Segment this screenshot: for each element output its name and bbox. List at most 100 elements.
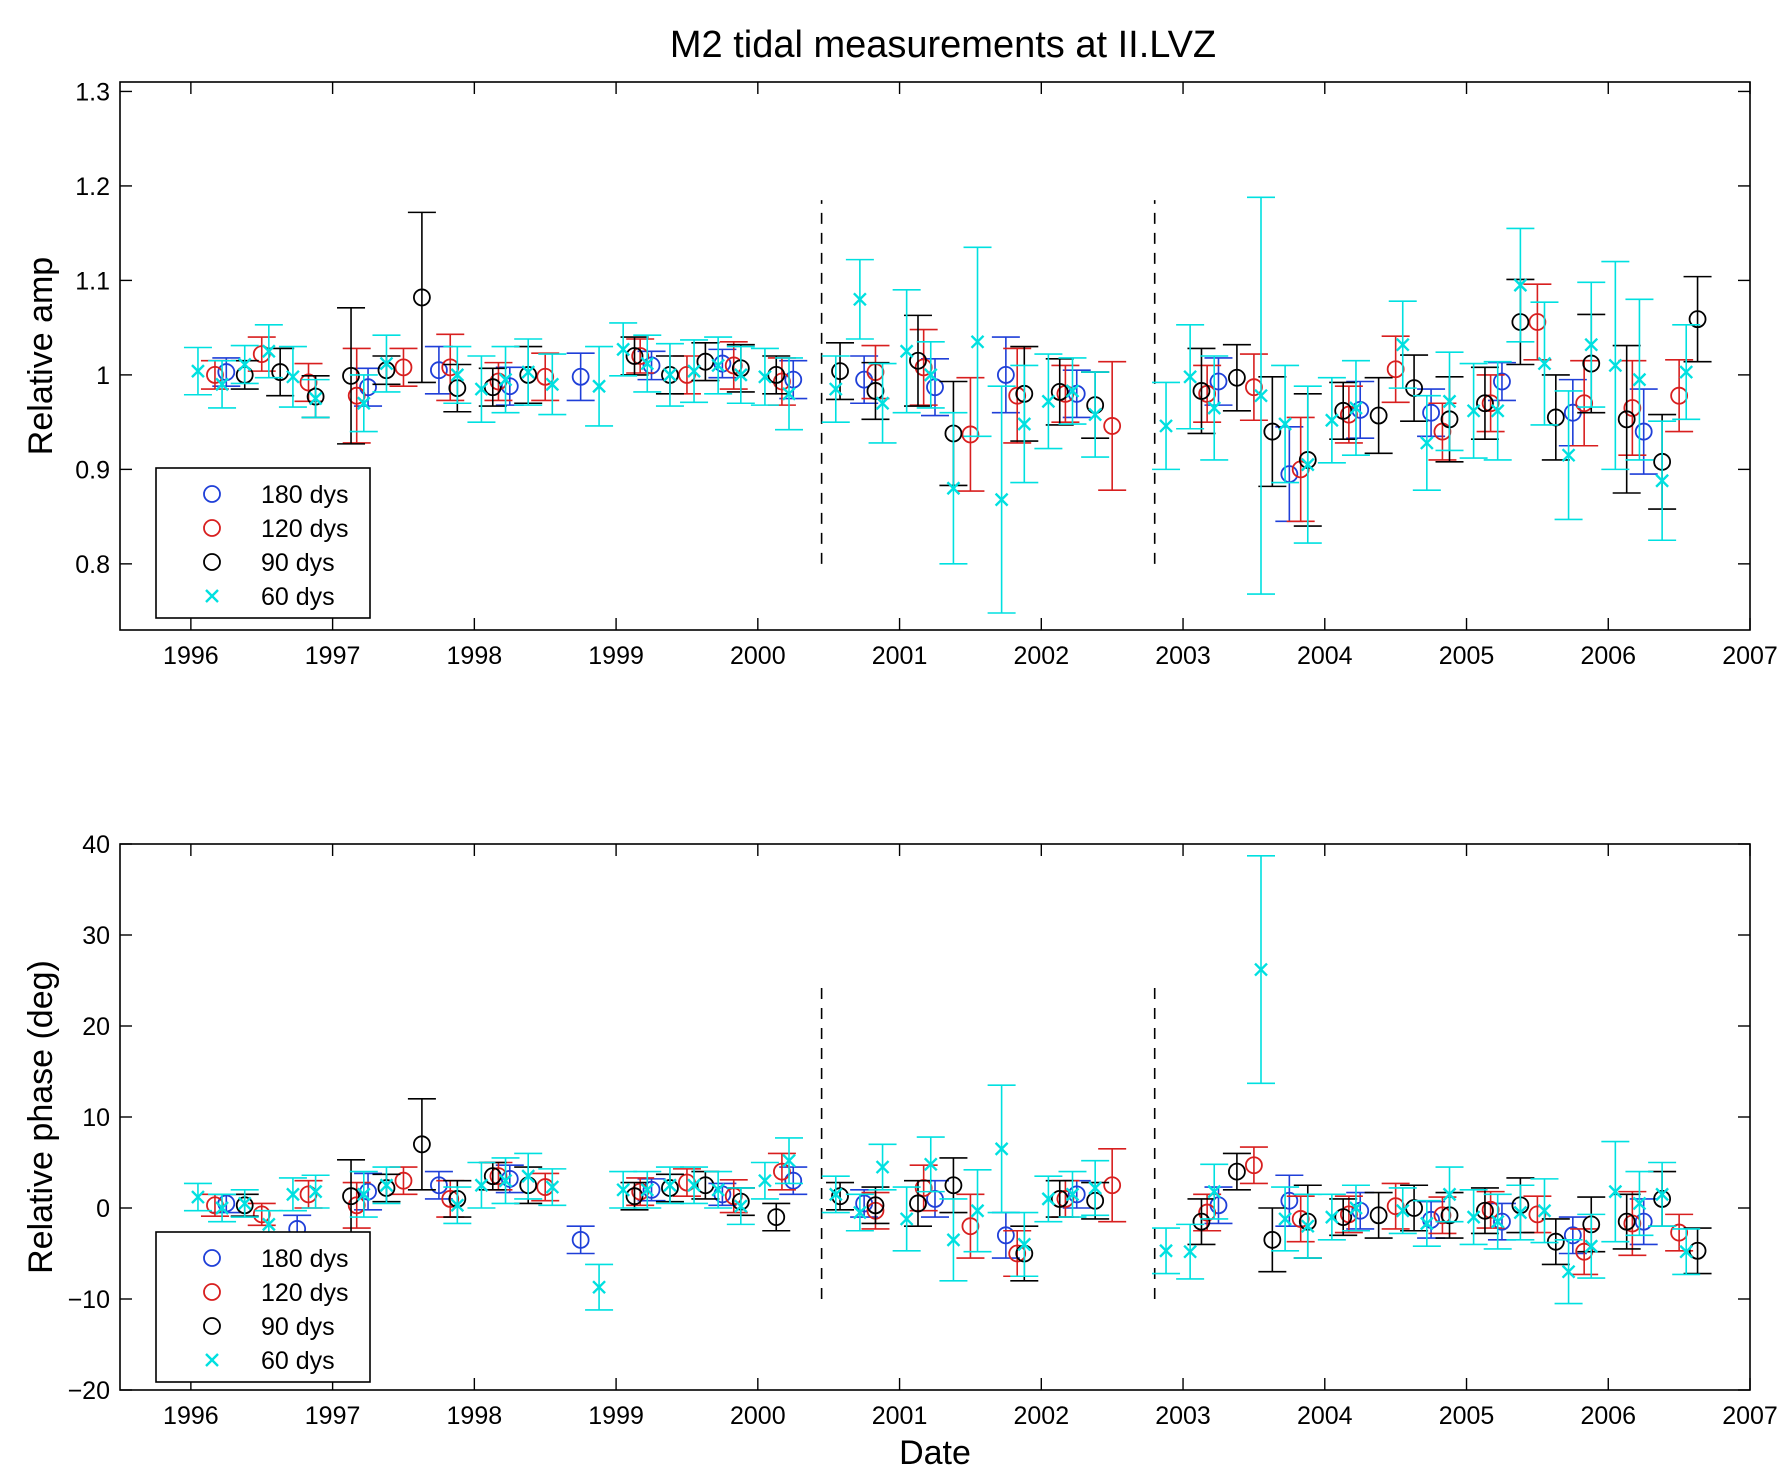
data-point-x xyxy=(1584,337,1599,352)
data-point-circle xyxy=(500,1169,519,1188)
data-point-x xyxy=(1537,1203,1552,1218)
data-point-circle xyxy=(773,372,791,391)
data-point-circle xyxy=(1617,410,1636,429)
y-tick-label: 40 xyxy=(82,831,110,859)
data-point-x xyxy=(1088,407,1103,422)
x-tick-label: 2007 xyxy=(1722,642,1778,670)
x-tick-label: 1999 xyxy=(588,642,644,670)
legend-marker-circle xyxy=(203,1283,221,1301)
data-point-circle xyxy=(625,347,644,365)
legend-label: 90 dys xyxy=(261,549,335,577)
data-point-circle xyxy=(359,378,377,397)
data-point-x xyxy=(261,344,276,359)
data-point-x xyxy=(1655,473,1669,488)
data-point-circle xyxy=(536,367,555,386)
data-point-x xyxy=(687,1178,701,1193)
figure-title: M2 tidal measurements at II.LVZ xyxy=(670,24,1216,66)
data-point-x xyxy=(1041,1192,1056,1206)
data-point-circle xyxy=(413,288,431,307)
data-point-x xyxy=(1419,1216,1434,1231)
x-tick-label: 1996 xyxy=(163,1402,219,1430)
data-point-x xyxy=(1254,388,1268,403)
data-point-x xyxy=(237,1196,252,1211)
data-point-x xyxy=(308,1184,323,1199)
x-tick-label: 2002 xyxy=(1013,1402,1069,1430)
data-point-circle xyxy=(441,1190,460,1208)
x-tick-label: 2005 xyxy=(1439,642,1495,670)
data-point-circle xyxy=(1670,386,1689,405)
data-point-x xyxy=(758,1173,772,1188)
data-point-x xyxy=(970,334,985,349)
legend-label: 90 dys xyxy=(261,1313,335,1341)
data-point-x xyxy=(1207,1184,1222,1199)
data-point-x xyxy=(237,357,252,372)
x-tick-label: 2004 xyxy=(1297,642,1353,670)
x-axis-label: Date xyxy=(899,1434,971,1472)
data-point-x xyxy=(994,492,1009,507)
data-point-circle xyxy=(342,1187,360,1206)
y-tick-label: −20 xyxy=(68,1377,110,1405)
data-point-circle xyxy=(299,373,318,392)
data-point-circle xyxy=(944,1176,963,1195)
data-point-circle xyxy=(961,425,980,444)
data-point-x xyxy=(286,1187,300,1202)
data-point-x xyxy=(875,1160,890,1174)
series-60-dys xyxy=(183,196,1701,614)
data-point-x xyxy=(711,358,725,373)
data-point-x xyxy=(994,1142,1009,1156)
data-point-circle xyxy=(1198,1203,1217,1222)
series-60-dys xyxy=(183,855,1701,1311)
y-tick-label: 30 xyxy=(82,922,110,950)
data-point-x xyxy=(1254,962,1268,977)
data-point-circle xyxy=(1245,378,1263,397)
data-point-circle xyxy=(571,367,590,386)
x-tick-label: 2006 xyxy=(1580,642,1636,670)
x-tick-label: 2002 xyxy=(1013,642,1069,670)
data-point-circle xyxy=(831,362,849,381)
data-point-x xyxy=(711,1182,725,1197)
x-tick-label: 2006 xyxy=(1580,1402,1636,1430)
data-point-circle xyxy=(252,345,271,364)
y-tick-label: 0 xyxy=(96,1195,110,1223)
data-point-x xyxy=(474,1178,489,1193)
data-point-circle xyxy=(1263,422,1282,441)
data-point-circle xyxy=(914,358,933,377)
legend-label: 60 dys xyxy=(261,583,335,611)
data-point-x xyxy=(1490,403,1505,418)
data-point-circle xyxy=(1422,403,1440,422)
data-point-circle xyxy=(678,1173,696,1192)
data-point-x xyxy=(946,481,961,496)
data-point-x xyxy=(450,368,465,382)
legend-label: 180 dys xyxy=(261,481,349,509)
data-point-circle xyxy=(500,377,519,396)
data-point-x xyxy=(191,1190,205,1204)
data-point-x xyxy=(1159,419,1173,433)
data-point-circle xyxy=(206,1196,224,1215)
data-point-circle xyxy=(441,358,460,377)
data-point-x xyxy=(450,1198,465,1213)
data-point-circle xyxy=(1386,360,1405,379)
legend-label: 120 dys xyxy=(261,515,349,543)
legend-marker-circle xyxy=(203,485,221,503)
data-point-circle xyxy=(631,347,650,365)
data-point-circle xyxy=(909,1194,927,1213)
data-point-x xyxy=(923,368,938,382)
x-tick-label: 2001 xyxy=(872,642,928,670)
data-point-x xyxy=(1584,1239,1599,1254)
data-point-circle xyxy=(1617,1212,1636,1231)
data-point-x xyxy=(261,1217,276,1232)
data-point-x xyxy=(379,1178,394,1193)
data-point-x xyxy=(1041,394,1056,409)
data-point-circle xyxy=(430,361,448,380)
data-point-x xyxy=(1159,1243,1173,1258)
data-point-circle xyxy=(1245,1156,1263,1175)
data-point-circle xyxy=(1334,401,1353,420)
data-point-x xyxy=(1632,1196,1647,1211)
legend-marker-circle xyxy=(203,519,221,537)
data-point-x xyxy=(379,356,394,371)
data-point-x xyxy=(1349,1201,1363,1215)
data-point-circle xyxy=(1575,394,1594,413)
data-point-x xyxy=(286,369,300,384)
data-point-circle xyxy=(866,382,885,400)
